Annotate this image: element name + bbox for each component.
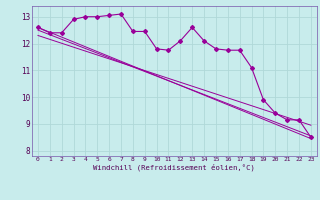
X-axis label: Windchill (Refroidissement éolien,°C): Windchill (Refroidissement éolien,°C) bbox=[93, 164, 255, 171]
